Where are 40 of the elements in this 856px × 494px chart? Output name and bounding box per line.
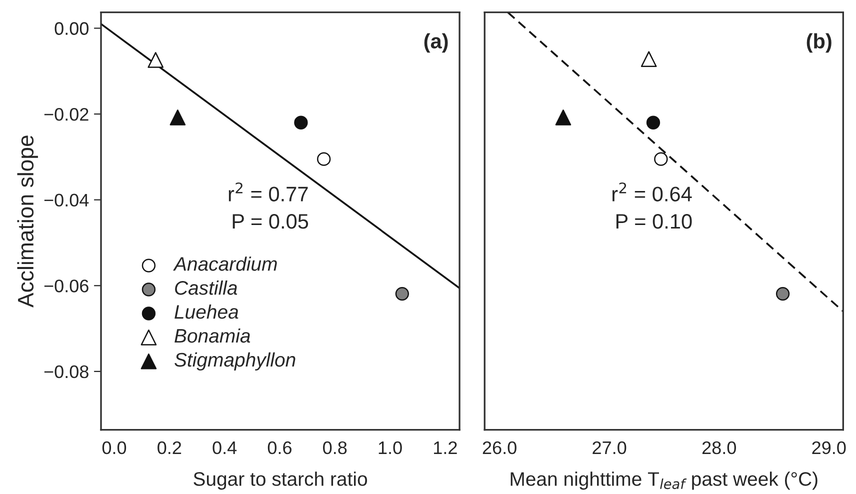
annotation: P = 0.10 xyxy=(616,214,692,229)
point xyxy=(776,286,790,301)
x-tick-label: 27.0 xyxy=(592,441,626,454)
x-tick-label: 0.6 xyxy=(268,441,292,454)
point xyxy=(555,110,572,126)
point xyxy=(395,286,410,301)
legend-label: Castilla xyxy=(175,280,238,295)
text: (b) xyxy=(806,33,832,53)
y-axis-title: Acclimation slope xyxy=(17,136,38,308)
x-tick-label: 28.0 xyxy=(702,441,736,454)
point xyxy=(646,116,660,130)
y-tick-label: −0.06 xyxy=(44,280,88,292)
legend-label: Luehea xyxy=(174,304,238,319)
x-tick-label: 0.0 xyxy=(102,441,126,454)
x-tick-label: 0.8 xyxy=(323,441,347,454)
point xyxy=(654,152,668,166)
point xyxy=(317,152,331,166)
point xyxy=(148,52,164,68)
point xyxy=(640,51,657,68)
x-axis-title: Sugar to starch ratio xyxy=(194,472,368,490)
y-tick-label: −0.08 xyxy=(44,365,88,378)
x-tick-label: 0.2 xyxy=(158,441,182,454)
x-tick-label: 29.0 xyxy=(812,441,846,454)
x-tick-label: 1.0 xyxy=(378,441,402,454)
x-axis-title: Mean nighttime T$_{leaf}$ past week (°C) xyxy=(510,472,818,490)
x-tick-label: 1.2 xyxy=(434,441,457,454)
legend-label: Stigmaphyllon xyxy=(174,352,296,371)
x-tick-label: 26.0 xyxy=(482,441,516,454)
x-tick-label: 0.4 xyxy=(212,441,237,454)
annotation: r$^{2}$ = 0.64 xyxy=(612,182,692,202)
legend-label: Anacardium xyxy=(173,256,277,271)
point xyxy=(170,110,186,126)
y-tick-label: −0.02 xyxy=(44,108,88,121)
point xyxy=(294,116,308,130)
legend-label: Bonamia xyxy=(174,328,250,343)
y-tick-label: −0.04 xyxy=(44,194,89,207)
y-tick-label: 0.00 xyxy=(54,22,88,35)
annotation: r$^{2}$ = 0.77 xyxy=(228,182,308,202)
text: (a) xyxy=(424,33,448,53)
annotation: P = 0.05 xyxy=(232,214,308,229)
